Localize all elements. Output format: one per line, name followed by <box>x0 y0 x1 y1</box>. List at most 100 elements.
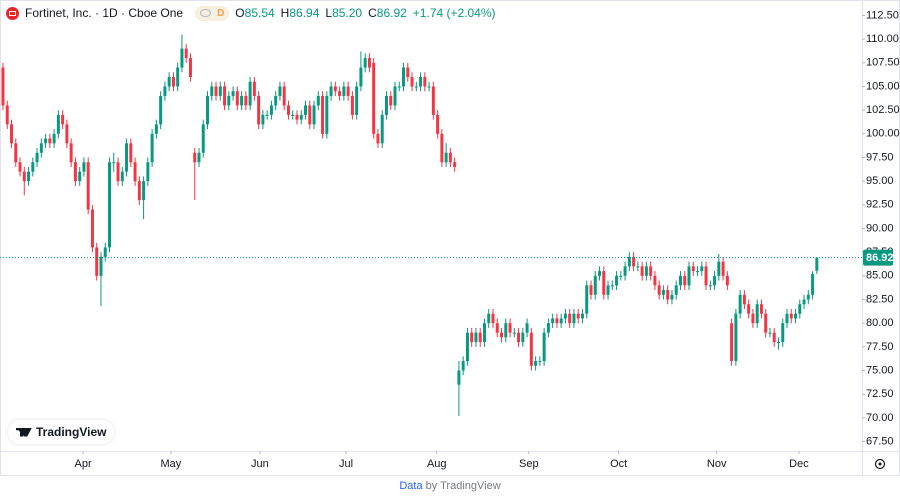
candle-body <box>367 58 371 68</box>
candle-body <box>291 114 295 116</box>
candle-body <box>69 143 73 163</box>
candle-body <box>321 95 325 134</box>
candle-body <box>551 318 555 324</box>
change: +1.74 (+2.04%) <box>412 6 496 20</box>
candle-body <box>304 105 308 115</box>
candle-body <box>206 95 210 125</box>
candle-body <box>56 114 60 134</box>
candle-body <box>606 285 610 295</box>
candle-body <box>10 124 13 144</box>
candle-body <box>734 313 738 362</box>
candle-body <box>512 332 516 334</box>
candle-body <box>517 332 521 343</box>
candle-body <box>580 313 584 319</box>
ohlc-key: H <box>280 6 290 20</box>
candle-body <box>265 114 269 116</box>
candle-body <box>44 138 48 144</box>
candle-body <box>589 285 593 295</box>
candle-body <box>708 285 712 287</box>
candle-body <box>248 81 252 106</box>
settings-icon[interactable] <box>874 458 886 470</box>
candle-body <box>423 77 427 87</box>
candle-body <box>299 114 303 120</box>
candle-body <box>359 67 363 87</box>
candle-body <box>78 171 82 182</box>
candle-body <box>82 162 86 172</box>
candle-body <box>346 86 350 96</box>
candle-body <box>534 361 538 366</box>
candle-body <box>627 256 631 267</box>
y-tick-label: 105.00 <box>866 80 900 92</box>
candle-body <box>380 114 384 144</box>
candle-body <box>666 290 670 300</box>
ohlc-value: 86.94 <box>289 6 320 20</box>
candle-body <box>598 271 602 276</box>
candle-body <box>154 124 158 134</box>
y-tick-label: 110.00 <box>866 33 899 45</box>
legend-header: Fortinet, Inc. · 1D · Cboe One D O 85.54 … <box>6 4 496 22</box>
candle-body <box>721 261 725 276</box>
tradingview-logo[interactable]: TradingView <box>8 420 115 444</box>
candle-body <box>308 105 312 125</box>
candle-body <box>261 114 265 125</box>
interval-badge[interactable]: D <box>195 5 230 21</box>
candle-body <box>171 77 175 87</box>
candle-body <box>811 274 815 295</box>
candle-body <box>333 86 337 92</box>
candle-body <box>35 152 39 163</box>
candle-body <box>431 86 435 115</box>
last-price-label: 86.92 <box>866 252 894 264</box>
candle-body <box>274 95 278 106</box>
candle-body <box>125 143 129 172</box>
candle-body <box>116 162 120 182</box>
candle-body <box>615 275 619 286</box>
candle-body <box>188 58 192 78</box>
candle-body <box>657 285 661 295</box>
candle-body <box>5 105 9 125</box>
candle-body <box>210 86 214 96</box>
candle-body <box>120 171 124 182</box>
candle-body <box>806 294 810 300</box>
ohlc-value: 85.54 <box>244 6 275 20</box>
candle-body <box>448 152 452 163</box>
frame <box>0 0 900 476</box>
footer-link[interactable]: Data <box>399 480 423 492</box>
candle-body <box>218 86 222 96</box>
candle-body <box>184 48 188 59</box>
candle-body <box>1 67 5 106</box>
eye-icon <box>200 9 212 17</box>
candle-body <box>776 342 780 344</box>
candle-body <box>163 86 167 96</box>
symbol-logo <box>6 6 19 20</box>
candle-body <box>764 313 768 333</box>
candle-body <box>444 152 448 163</box>
candle-body <box>794 313 798 319</box>
candle-body <box>572 313 576 324</box>
candle-body <box>427 86 431 88</box>
candle-body <box>22 171 26 182</box>
candle-body <box>95 247 99 276</box>
candle-body <box>768 332 772 334</box>
candle-body <box>619 275 623 277</box>
candle-body <box>363 58 367 68</box>
chart-title: Fortinet, Inc. · 1D · Cboe One <box>25 6 184 20</box>
candle-body <box>197 152 201 163</box>
candle-body <box>563 313 567 319</box>
candle-body <box>295 114 299 120</box>
candle-body <box>482 323 486 343</box>
candle-body <box>137 181 141 201</box>
candle-body <box>65 124 69 144</box>
y-tick-label: 102.50 <box>866 104 900 116</box>
candle-body <box>789 313 793 319</box>
candle-body <box>593 275 597 295</box>
candle-body <box>48 138 52 144</box>
y-tick-label: 77.50 <box>866 341 894 353</box>
ohlc-value: 86.92 <box>376 6 407 20</box>
candle-body <box>355 86 359 115</box>
candle-body <box>525 323 529 333</box>
candle-body <box>419 77 423 87</box>
candle-body <box>142 181 146 201</box>
y-tick-label: 72.50 <box>866 388 894 400</box>
y-tick-label: 92.50 <box>866 199 894 211</box>
candle-body <box>644 266 648 276</box>
